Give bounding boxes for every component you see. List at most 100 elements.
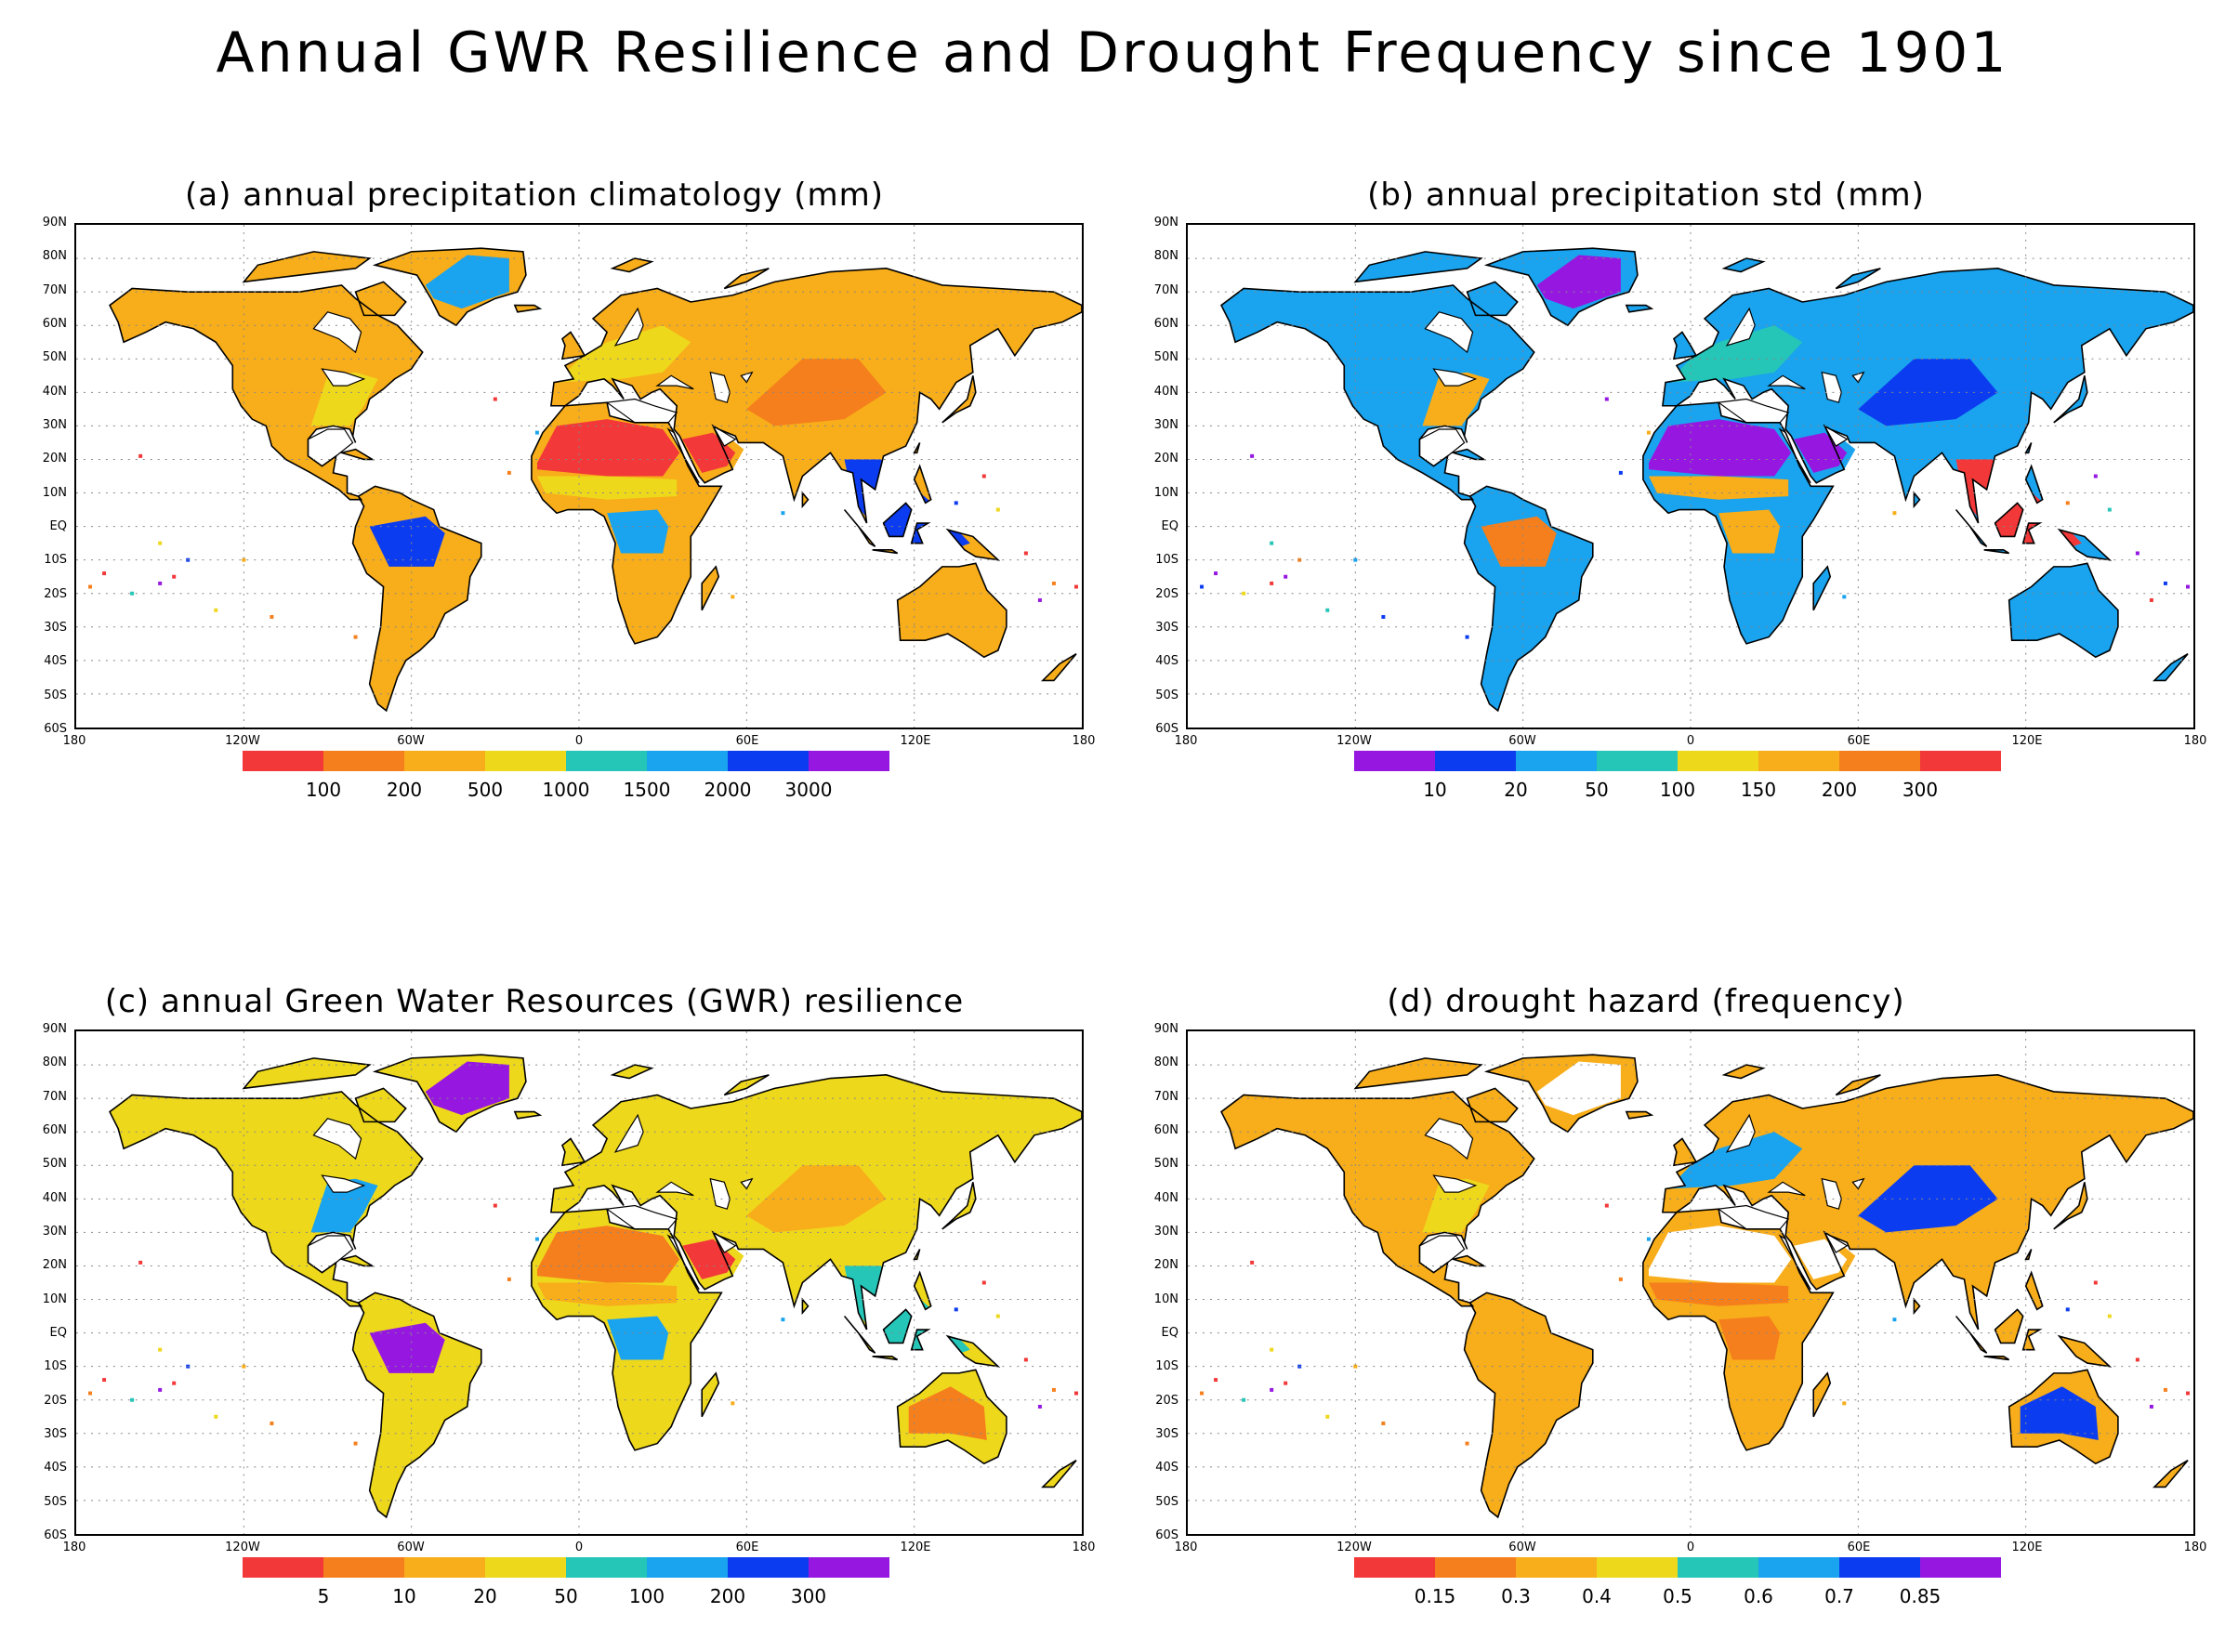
island-cell <box>493 397 497 401</box>
lat-label: 60S <box>44 722 67 736</box>
island-cell <box>1465 635 1469 639</box>
land-new-zealand <box>2153 1460 2189 1488</box>
colorbar-label: 200 <box>386 779 423 801</box>
island-cell <box>1270 1387 1274 1392</box>
island-cell <box>1023 551 1028 556</box>
colorbar-segment <box>323 751 404 771</box>
island-cell <box>1381 614 1386 619</box>
island-cell <box>981 474 986 479</box>
island-cell <box>270 614 274 619</box>
land-madagascar <box>1813 566 1831 610</box>
region-greenland <box>425 1061 509 1116</box>
coastline <box>1220 284 1535 501</box>
land-iceland <box>514 1111 540 1119</box>
lon-label: 120W <box>1336 734 1372 748</box>
island-cell <box>88 584 93 589</box>
coastline <box>109 1091 424 1307</box>
region-boreal <box>1244 1105 1523 1166</box>
colorbar-label: 10 <box>392 1585 416 1607</box>
lon-label: 180 <box>1174 734 1198 748</box>
island-cell <box>158 1347 163 1352</box>
land-canada-arctic <box>244 251 370 282</box>
island-cell <box>2149 1404 2153 1409</box>
lat-label: 30S <box>1155 621 1178 635</box>
coastline <box>1466 1087 1519 1123</box>
lat-label: 10S <box>44 1359 67 1374</box>
water-persian <box>1823 424 1849 447</box>
island-cell <box>995 1314 1000 1318</box>
lat-label: 80N <box>1153 249 1178 264</box>
lat-label: 20N <box>42 452 67 466</box>
island-cell <box>2185 584 2190 589</box>
coastline <box>913 464 932 505</box>
region-sahel <box>1648 476 1789 500</box>
coastline <box>1625 304 1654 313</box>
region-central-asia <box>746 1165 887 1233</box>
coastline <box>1483 1054 1639 1134</box>
lat-label: 20N <box>1153 452 1178 466</box>
coastline <box>2024 442 2033 454</box>
region-sahel <box>536 1282 678 1306</box>
colorbar-segment <box>647 1557 728 1578</box>
coastline <box>1353 1057 1483 1090</box>
island-cell <box>172 574 177 579</box>
region-europe <box>1667 325 1803 383</box>
island-cell <box>1200 1391 1205 1396</box>
lat-label: 10N <box>42 485 67 500</box>
water-great-lakes <box>321 368 366 387</box>
island-cell <box>2093 1280 2098 1285</box>
island-cell <box>995 507 1000 512</box>
island-cell <box>1325 608 1330 612</box>
colorbar-segment <box>243 1557 323 1578</box>
coastline <box>560 331 586 361</box>
lat-label: 60N <box>42 317 67 331</box>
island-cell <box>1353 1364 1358 1369</box>
island-cell <box>242 1364 246 1369</box>
water-hudson <box>312 311 362 354</box>
island-cell <box>353 1441 358 1446</box>
panel-d: (d) drought hazard (frequency) 90N 80N 70N… <box>1112 983 2207 1652</box>
lat-label: 20S <box>1155 586 1178 601</box>
region-europe <box>556 1132 691 1189</box>
colorbar-label: 100 <box>628 1585 665 1607</box>
coastline <box>2053 375 2088 424</box>
region-east-us <box>310 1178 378 1233</box>
coastline <box>1483 247 1639 327</box>
coastline <box>338 1254 375 1267</box>
island-cell <box>2149 597 2153 602</box>
water-great-lakes <box>1432 1174 1478 1193</box>
island-cell <box>1284 1381 1288 1385</box>
island-cell <box>158 1387 163 1392</box>
region-central-asia <box>746 359 887 426</box>
land-philippines <box>2025 1272 2043 1310</box>
region-greenland <box>1536 255 1621 309</box>
coastline <box>2024 1249 2033 1261</box>
island-cell <box>534 1237 539 1241</box>
island-cell <box>1646 430 1651 435</box>
region-central-asia <box>1858 1165 1998 1233</box>
lat-label: 30S <box>44 621 67 635</box>
lat-label: 60S <box>1155 1528 1178 1542</box>
coastline <box>550 268 1082 524</box>
coastline <box>1353 251 1483 283</box>
land-madagascar <box>702 566 719 610</box>
island-cell <box>1214 571 1218 576</box>
land-cuba <box>1453 449 1484 460</box>
land-uk <box>1673 1138 1696 1166</box>
lon-label: 60W <box>1508 734 1536 748</box>
region-europe <box>1667 1132 1803 1189</box>
coastline <box>913 1249 921 1261</box>
island-cell <box>981 1280 986 1285</box>
lat-label: 30N <box>1153 1225 1178 1239</box>
coastline <box>723 268 770 290</box>
island-cell <box>1250 1260 1255 1265</box>
water-baltic <box>1725 1113 1756 1153</box>
coastline <box>1994 1308 2024 1344</box>
panel-c: (c) annual Green Water Resources (GWR) r… <box>0 983 1096 1652</box>
panel-title: (b) annual precipitation std (mm) <box>1367 177 1925 214</box>
coastline <box>513 304 543 313</box>
lon-label: 60E <box>1847 734 1871 748</box>
water-caspian <box>709 371 731 403</box>
water-hudson <box>312 1118 362 1160</box>
coastline <box>1994 502 2024 538</box>
